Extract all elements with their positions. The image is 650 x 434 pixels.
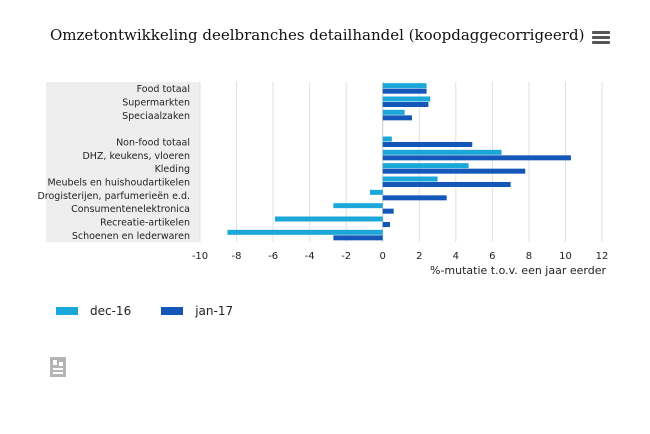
bar-dec-16 xyxy=(227,229,383,235)
category-label: Recreatie-artikelen xyxy=(100,218,190,229)
legend-item-dec-16[interactable]: dec-16 xyxy=(56,304,131,318)
category-label: Meubels en huishoudartikelen xyxy=(47,178,190,189)
bar-jan-17 xyxy=(382,168,526,174)
bar-dec-16 xyxy=(382,163,469,169)
bar-dec-16 xyxy=(369,189,383,195)
x-tick-label: 10 xyxy=(559,251,572,262)
x-tick-label: 0 xyxy=(380,251,386,262)
x-tick-label: 4 xyxy=(453,251,459,262)
category-label: Non-food totaal xyxy=(116,138,190,149)
category-label: Food totaal xyxy=(137,84,190,95)
x-tick-label: 8 xyxy=(526,251,532,262)
bar-dec-16 xyxy=(382,109,405,115)
bar-jan-17 xyxy=(382,155,571,161)
bar-dec-16 xyxy=(382,83,427,89)
bar-jan-17 xyxy=(382,142,473,147)
x-tick-label: 2 xyxy=(416,251,422,262)
chart-title: Omzetontwikkeling deelbranches detailhan… xyxy=(50,26,585,44)
bar-jan-17 xyxy=(382,88,427,94)
category-label: Kleding xyxy=(155,164,190,175)
legend-swatch-dec-16 xyxy=(56,307,78,315)
legend-swatch-jan-17 xyxy=(161,307,184,315)
bar-dec-16 xyxy=(333,203,383,209)
cbs-logo-icon xyxy=(50,357,66,377)
bar-dec-16 xyxy=(382,136,392,142)
x-tick-label: -10 xyxy=(192,251,208,262)
legend: dec-16 jan-17 xyxy=(56,304,263,318)
x-axis-label: %-mutatie t.o.v. een jaar eerder xyxy=(430,264,606,277)
bar-jan-17 xyxy=(382,115,412,121)
bar-jan-17 xyxy=(382,182,511,187)
x-tick-label: -2 xyxy=(341,251,351,262)
bar-jan-17 xyxy=(382,195,447,201)
bar-jan-17 xyxy=(382,102,429,107)
bar-dec-16 xyxy=(274,216,383,222)
category-label: Speciaalzaken xyxy=(122,111,190,122)
category-label: Supermarkten xyxy=(122,98,190,109)
x-tick-label: 6 xyxy=(489,251,495,262)
x-tick-label: -4 xyxy=(305,251,315,262)
bar-dec-16 xyxy=(382,149,502,155)
category-label: Consumentenelektronica xyxy=(71,204,190,215)
bar-dec-16 xyxy=(382,96,431,102)
category-label: Drogisterijen, parfumerieën e.d. xyxy=(37,191,190,202)
category-label: DHZ, keukens, vloeren xyxy=(82,151,190,162)
legend-label-jan-17: jan-17 xyxy=(195,304,234,318)
category-band xyxy=(46,82,200,242)
x-tick-label: 12 xyxy=(596,251,609,262)
bar-jan-17 xyxy=(382,208,394,214)
category-label: Schoenen en lederwaren xyxy=(72,231,190,242)
legend-label-dec-16: dec-16 xyxy=(90,304,132,318)
bar-dec-16 xyxy=(382,176,438,182)
x-tick-label: -6 xyxy=(268,251,278,262)
hamburger-menu-icon[interactable] xyxy=(592,31,610,45)
x-tick-label: -8 xyxy=(232,251,242,262)
legend-item-jan-17[interactable]: jan-17 xyxy=(161,304,233,318)
bar-jan-17 xyxy=(382,222,391,227)
bar-jan-17 xyxy=(333,235,383,241)
